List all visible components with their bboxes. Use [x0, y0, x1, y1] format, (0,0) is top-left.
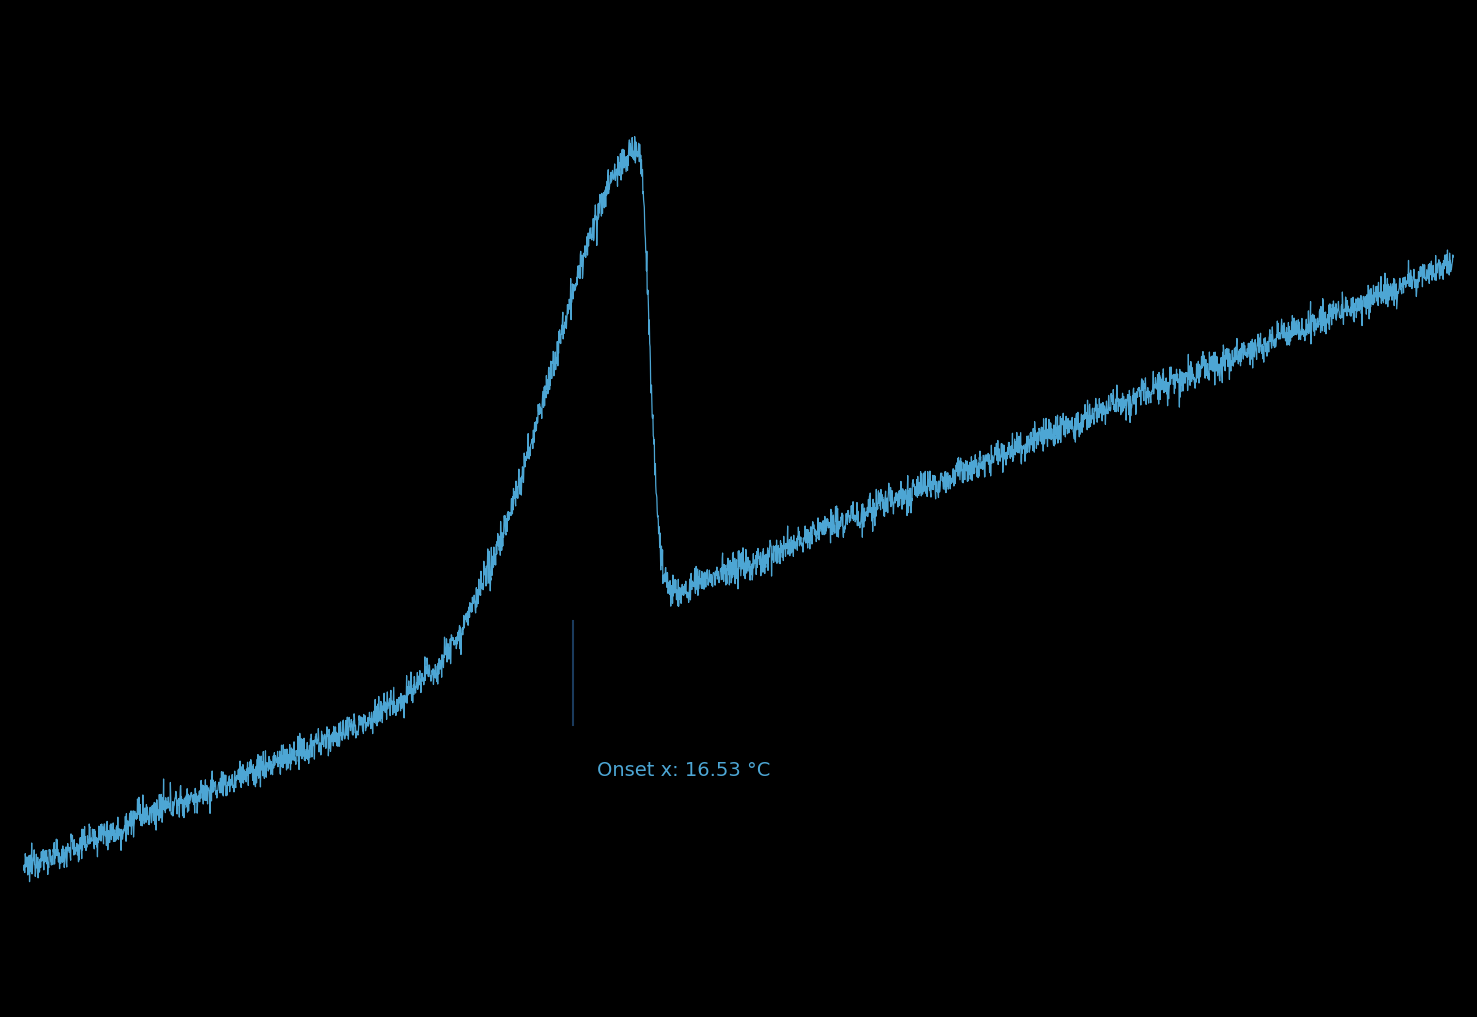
Text: Onset x: 16.53 °C: Onset x: 16.53 °C [597, 761, 771, 780]
